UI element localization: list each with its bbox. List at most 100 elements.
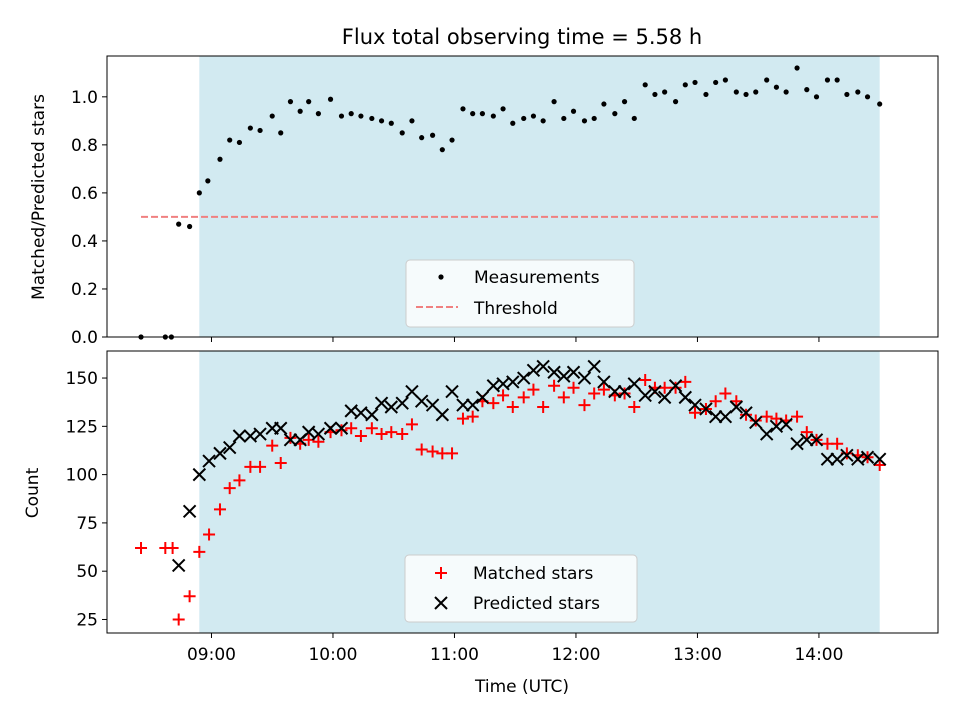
matched-star-point <box>597 383 610 396</box>
bottom-y-tick-label: 75 <box>76 514 98 534</box>
predicted-star-point <box>536 359 550 374</box>
matched-star-point <box>506 401 519 414</box>
measurement-point <box>217 156 223 162</box>
bottom-x-axis: 09:00 10:00 11:00 12:00 13:00 14:00 <box>187 633 843 665</box>
predicted-star-point <box>718 409 733 424</box>
matched-star-point <box>233 474 246 487</box>
measurement-point <box>733 89 739 95</box>
predicted-star-point <box>577 371 592 385</box>
bottom-y-tick-label: 25 <box>76 610 98 630</box>
measurement-point <box>713 79 719 86</box>
predicted-star-point <box>465 398 480 412</box>
legend-label-measurements: Measurements <box>474 268 600 288</box>
measurement-point <box>692 79 698 86</box>
measurement-point <box>743 91 749 98</box>
measurement-point <box>570 108 577 114</box>
measurement-point <box>409 118 415 124</box>
bottom-y-tick-label: 125 <box>66 417 98 437</box>
matched-star-point <box>284 431 297 444</box>
predicted-star-point <box>384 400 398 414</box>
predicted-star-point <box>557 369 571 383</box>
predicted-star-point <box>414 394 429 408</box>
predicted-star-point <box>192 467 207 482</box>
matched-star-point <box>312 435 325 448</box>
measurement-point <box>682 82 688 88</box>
top-y-tick-label: 0.8 <box>71 136 98 156</box>
matched-star-point <box>618 387 631 400</box>
predicted-star-point <box>749 415 763 430</box>
matched-star-point <box>578 399 591 412</box>
predicted-star-point <box>395 396 409 410</box>
matched-star-point <box>193 545 206 558</box>
predicted-star-point <box>809 433 824 447</box>
predicted-star-point <box>445 384 459 399</box>
predicted-star-point <box>729 400 744 414</box>
predicted-star-point <box>830 452 844 466</box>
predicted-star-point <box>475 390 490 405</box>
bottom-x-tick-label: 14:00 <box>794 645 843 665</box>
matched-star-point <box>405 418 418 431</box>
top-legend-box <box>405 259 635 328</box>
top-y-label: Matched/Predicted stars <box>29 94 49 300</box>
predicted-star-point <box>657 390 672 405</box>
measurement-point <box>813 94 820 100</box>
matched-star-point <box>527 383 540 396</box>
matched-star-point <box>749 414 762 427</box>
matched-star-point <box>135 542 148 555</box>
bottom-axes-frame <box>106 350 939 634</box>
measurement-point <box>369 115 375 122</box>
measurement-point <box>642 82 648 88</box>
top-y-tick-label: 0.6 <box>71 184 98 204</box>
measurement-point <box>500 106 506 112</box>
matched-star-point <box>166 542 179 555</box>
measurement-point <box>315 111 321 117</box>
matched-star-point <box>203 528 216 541</box>
bottom-x-tick-label: 13:00 <box>673 645 722 665</box>
measurement-point <box>773 84 780 90</box>
matched-star-point <box>254 460 267 473</box>
predicted-star-point <box>334 421 349 435</box>
measurement-point <box>794 65 800 71</box>
top-y-tick-label: 1.0 <box>71 88 98 108</box>
measurement-point <box>510 120 516 126</box>
matched-star-point <box>831 437 844 450</box>
measurement-point <box>227 137 233 143</box>
measurement-point <box>327 96 334 102</box>
predicted-star-point <box>860 450 875 464</box>
measurement-point <box>764 77 770 83</box>
matched-star-point <box>679 375 692 388</box>
measurement-point <box>269 113 275 119</box>
matched-star-point <box>791 410 804 423</box>
matched-star-point <box>487 397 500 410</box>
bottom-panel: 25 50 75 100 125 150 09:00 10:00 11:00 12:00 13:0… <box>23 350 939 697</box>
measurement-point <box>551 99 557 105</box>
measurement-point <box>591 115 597 122</box>
predicted-star-point <box>790 437 804 451</box>
top-x-ticks <box>210 337 820 342</box>
measurement-point <box>449 137 455 143</box>
bottom-y-tick-label: 100 <box>66 466 98 486</box>
matched-star-point <box>375 428 388 441</box>
predicted-star-point <box>638 388 652 403</box>
predicted-star-point <box>283 433 298 447</box>
matched-star-point <box>466 410 479 423</box>
matched-star-point <box>873 458 886 471</box>
predicted-star-point <box>456 398 470 412</box>
matched-star-point <box>658 381 671 394</box>
matched-star-point <box>497 389 510 402</box>
predicted-star-point <box>311 427 326 441</box>
measurement-point <box>631 115 637 122</box>
predicted-star-point <box>213 446 227 461</box>
predicted-star-point <box>354 406 368 420</box>
predicted-star-point <box>566 365 581 379</box>
predicted-star-point <box>708 409 723 424</box>
measurement-point <box>399 130 405 136</box>
predicted-star-point <box>617 384 632 399</box>
bottom-legend: Matched stars Predicted stars <box>404 554 638 623</box>
predicted-star-point <box>365 408 379 422</box>
matched-star-point <box>557 391 570 404</box>
measurement-point <box>278 130 284 136</box>
predicted-star-point <box>202 454 216 468</box>
measurement-point <box>844 91 850 98</box>
